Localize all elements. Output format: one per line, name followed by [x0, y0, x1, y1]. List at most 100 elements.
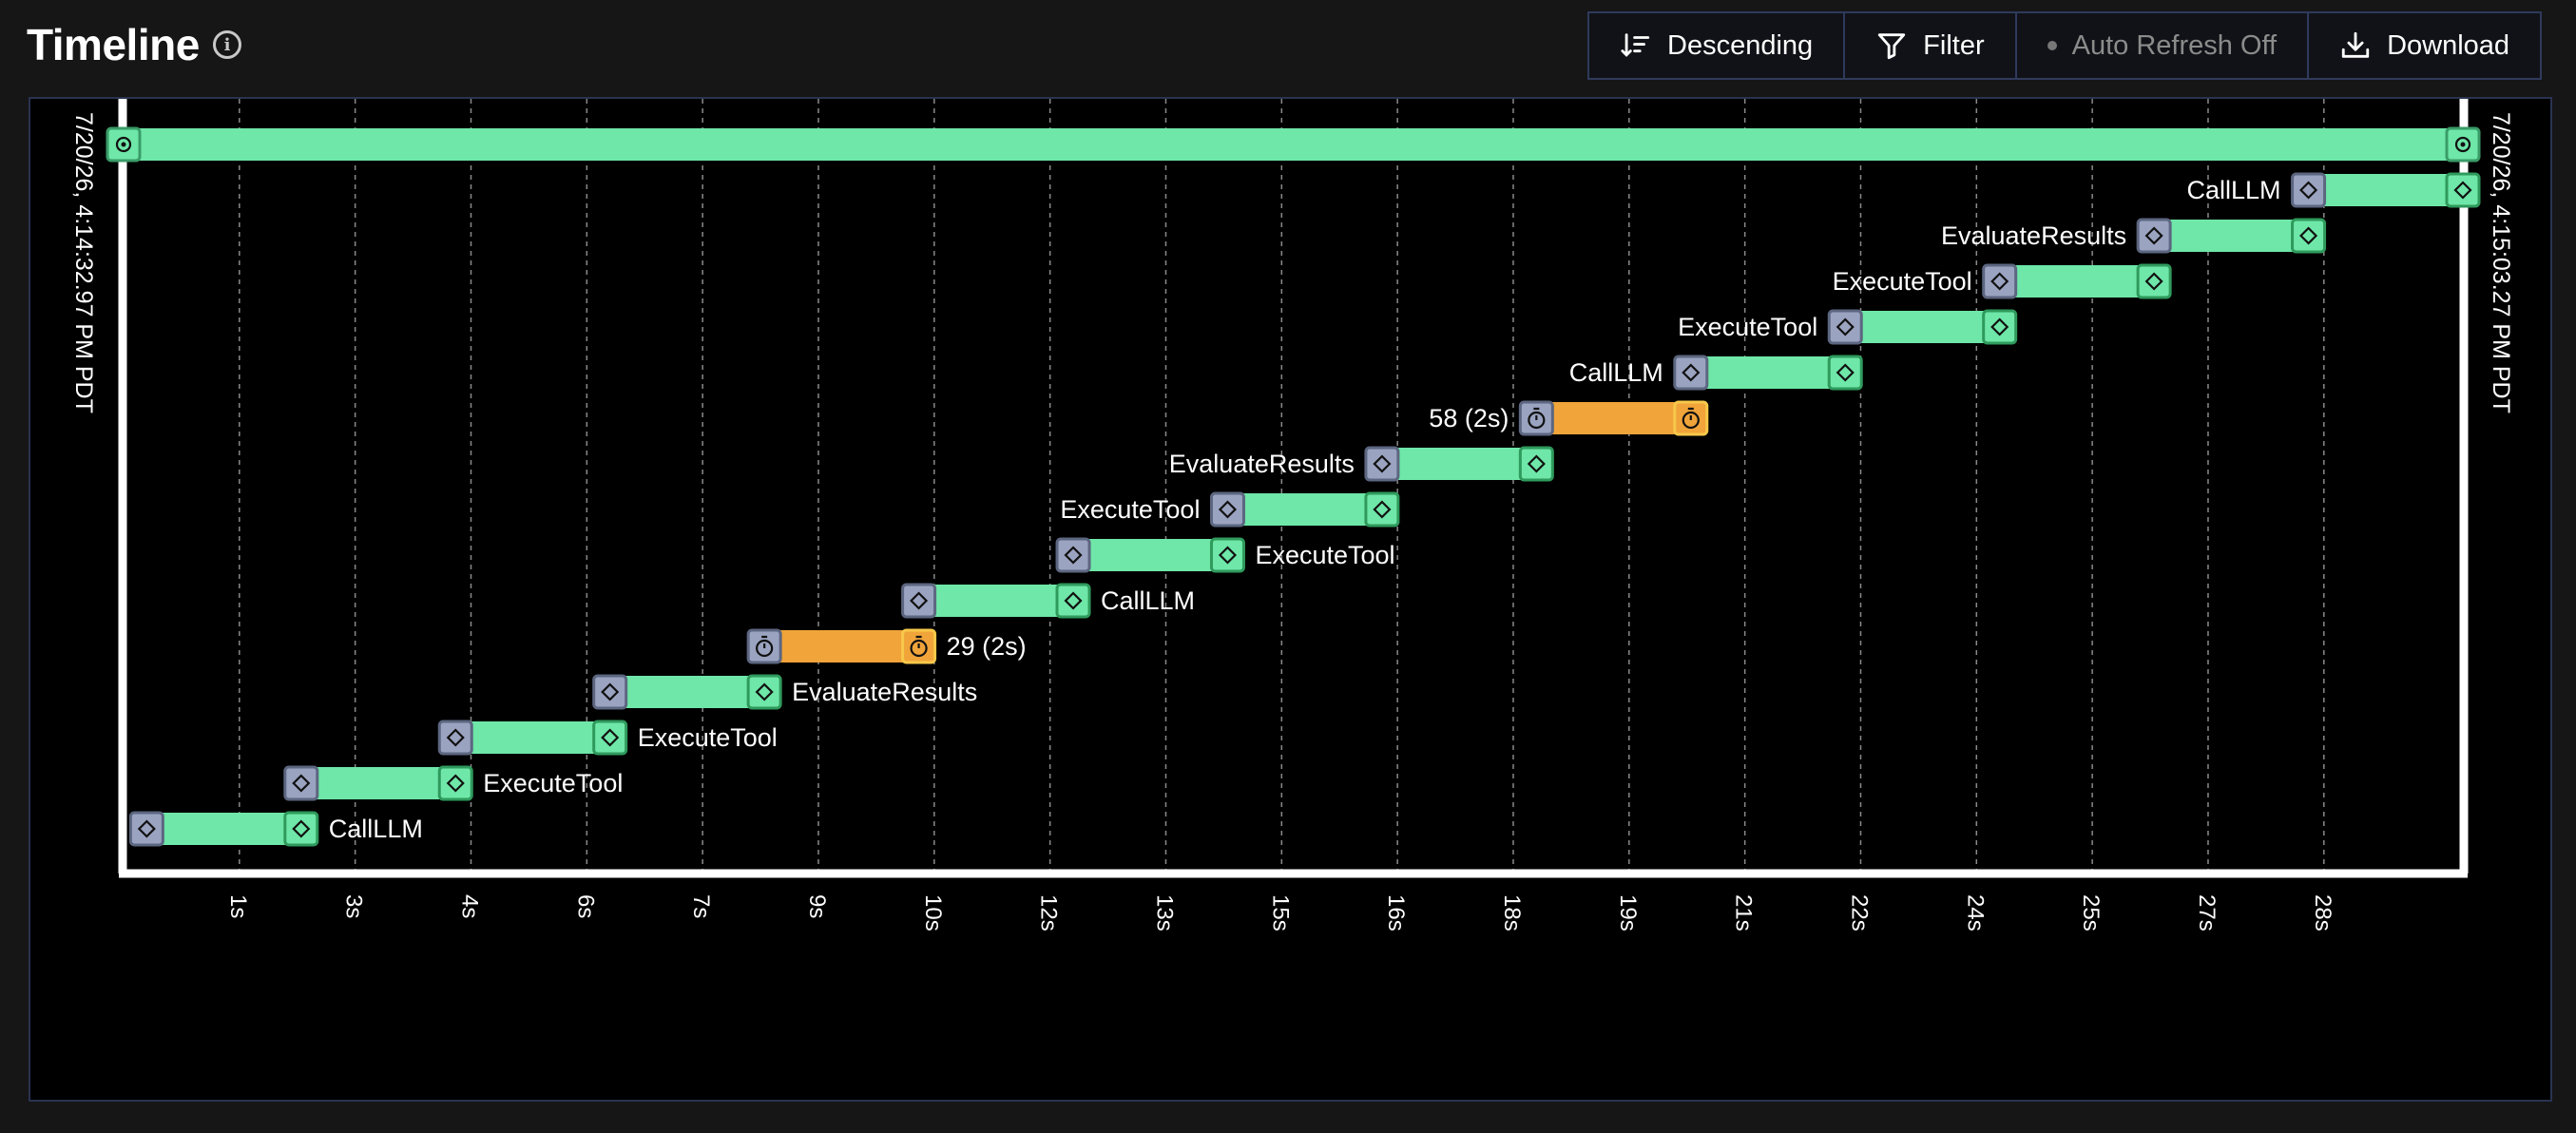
toolbar: Descending Filter Auto Refresh Off Downl… [1587, 11, 2543, 80]
info-icon[interactable]: i [212, 30, 241, 59]
task-span-bar[interactable] [918, 585, 1074, 617]
tick-label: 27s [2194, 894, 2220, 931]
task-start-diamond-icon[interactable] [1055, 537, 1091, 573]
status-dot-icon [2047, 41, 2057, 50]
wait-end-timer-icon[interactable] [1673, 400, 1709, 436]
task-span-bar[interactable] [1845, 311, 2000, 343]
auto-refresh-toggle[interactable]: Auto Refresh Off [2017, 13, 2310, 78]
span-label: CallLLM [1569, 358, 1663, 387]
timeline-chart: 1s 3s 4s 6s 7s 9s 10s 12s 13s 15s 16s 18s 19s 21s 22s 2… [106, 99, 2481, 931]
tick-label: 16s [1383, 894, 1409, 931]
tick-label: 24s [1962, 894, 1988, 931]
tick-label: 3s [341, 894, 367, 918]
task-start-diamond-icon[interactable] [1982, 263, 2018, 299]
sort-descending-button[interactable]: Descending [1589, 13, 1846, 78]
timeline-start-label: 7/20/26, 4:14:32.97 PM PDT [70, 112, 97, 413]
wait-start-timer-icon[interactable] [1518, 400, 1554, 436]
task-end-diamond-icon[interactable] [2136, 263, 2172, 299]
tick-label: 18s [1499, 894, 1525, 931]
task-start-diamond-icon[interactable] [1673, 355, 1709, 391]
tick-label: 7s [688, 894, 714, 918]
task-start-diamond-icon[interactable] [437, 720, 473, 756]
task-start-diamond-icon[interactable] [901, 583, 937, 619]
sort-label: Descending [1667, 29, 1814, 61]
task-end-diamond-icon[interactable] [1982, 309, 2018, 345]
task-end-diamond-icon[interactable] [1518, 446, 1554, 482]
task-start-diamond-icon[interactable] [1364, 446, 1400, 482]
task-span-bar[interactable] [2154, 220, 2309, 252]
page-title-group: Timeline i [27, 19, 241, 70]
timeline-end-label: 7/20/26, 4:15:03.27 PM PDT [2488, 112, 2514, 413]
tick-label: 9s [804, 894, 830, 918]
tick-label: 21s [1731, 894, 1757, 931]
wait-span-bar[interactable] [764, 630, 919, 663]
task-end-diamond-icon[interactable] [1055, 583, 1091, 619]
sort-descending-icon [1621, 33, 1650, 57]
tick-label: 15s [1267, 894, 1293, 931]
tick-label: 13s [1151, 894, 1177, 931]
tick-label: 12s [1036, 894, 1062, 931]
task-end-diamond-icon[interactable] [283, 811, 319, 847]
filter-icon [1877, 33, 1906, 60]
wait-end-timer-icon[interactable] [901, 628, 937, 664]
timeline-panel: 1s 3s 4s 6s 7s 9s 10s 12s 13s 15s 16s 18s 19s 21s 22s 2… [29, 97, 2552, 1102]
span-label: ExecuteTool [1678, 313, 1817, 341]
task-end-diamond-icon[interactable] [2291, 218, 2327, 254]
task-span-bar[interactable] [609, 676, 765, 708]
span-label: EvaluateResults [792, 678, 977, 706]
task-span-bar[interactable] [300, 767, 456, 799]
span-label: 58 (2s) [1429, 404, 1509, 432]
span-label: ExecuteTool [638, 723, 778, 752]
filter-label: Filter [1923, 29, 1985, 61]
wait-start-timer-icon[interactable] [746, 628, 782, 664]
span-label: 29 (2s) [947, 632, 1027, 661]
span-label: ExecuteTool [1833, 267, 1972, 296]
span-label: ExecuteTool [1060, 495, 1200, 524]
span-label: ExecuteTool [1255, 541, 1394, 569]
span-label: CallLLM [329, 815, 423, 843]
run-start-eye-icon[interactable] [106, 126, 142, 163]
span-label: CallLLM [2187, 176, 2281, 204]
task-span-bar[interactable] [1381, 448, 1537, 480]
tick-label: 1s [225, 894, 251, 918]
task-end-diamond-icon[interactable] [1364, 491, 1400, 528]
page-title: Timeline [27, 20, 200, 69]
auto-refresh-label: Auto Refresh Off [2071, 29, 2278, 61]
run-span-bar[interactable] [124, 128, 2463, 161]
task-span-bar[interactable] [1227, 493, 1382, 526]
tick-label: 22s [1846, 894, 1872, 931]
task-start-diamond-icon[interactable] [283, 765, 319, 801]
run-end-eye-icon[interactable] [2445, 126, 2481, 163]
task-end-diamond-icon[interactable] [746, 674, 782, 710]
task-span-bar[interactable] [455, 721, 610, 754]
task-start-diamond-icon[interactable] [592, 674, 628, 710]
task-end-diamond-icon[interactable] [437, 765, 473, 801]
task-span-bar[interactable] [1690, 356, 1846, 389]
tick-label: 28s [2310, 894, 2336, 931]
tick-label: 6s [572, 894, 598, 918]
task-end-diamond-icon[interactable] [1827, 355, 1863, 391]
span-label: EvaluateResults [1941, 221, 2126, 250]
task-span-bar[interactable] [2308, 174, 2463, 206]
span-label: CallLLM [1101, 586, 1195, 615]
task-start-diamond-icon[interactable] [2136, 218, 2172, 254]
task-end-diamond-icon[interactable] [592, 720, 628, 756]
download-label: Download [2387, 29, 2510, 61]
wait-span-bar[interactable] [1536, 402, 1691, 434]
task-end-diamond-icon[interactable] [2445, 172, 2481, 208]
task-span-bar[interactable] [146, 813, 301, 845]
tick-label: 25s [2078, 894, 2104, 931]
span-label: ExecuteTool [483, 769, 623, 797]
span-label: EvaluateResults [1169, 450, 1355, 478]
download-icon [2341, 31, 2370, 58]
task-span-bar[interactable] [1073, 539, 1228, 571]
task-span-bar[interactable] [1999, 265, 2155, 298]
task-start-diamond-icon[interactable] [1209, 491, 1245, 528]
tick-label: 19s [1615, 894, 1641, 931]
task-start-diamond-icon[interactable] [128, 811, 164, 847]
task-end-diamond-icon[interactable] [1209, 537, 1245, 573]
task-start-diamond-icon[interactable] [1827, 309, 1863, 345]
task-start-diamond-icon[interactable] [2291, 172, 2327, 208]
download-button[interactable]: Download [2309, 13, 2540, 78]
filter-button[interactable]: Filter [1845, 13, 2017, 78]
